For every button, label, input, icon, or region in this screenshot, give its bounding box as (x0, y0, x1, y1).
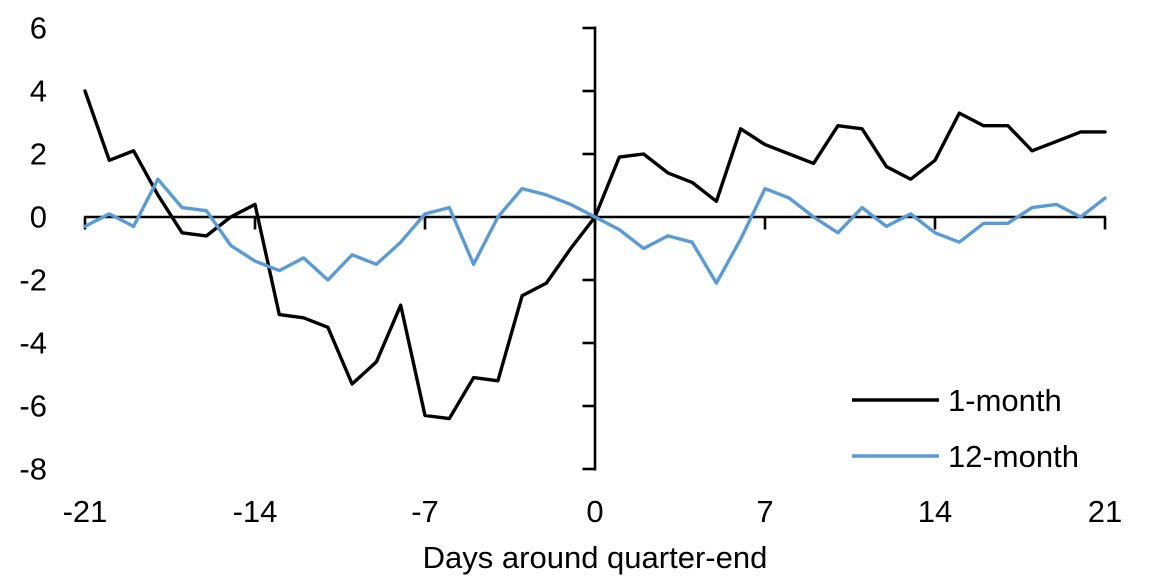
x-tick-label: -14 (233, 494, 278, 529)
y-tick-label: 6 (30, 11, 47, 46)
x-tick-label: 7 (756, 494, 773, 529)
y-tick-label: 4 (30, 74, 47, 109)
x-tick-label: -21 (63, 494, 108, 529)
x-tick-label: 0 (586, 494, 603, 529)
legend-label-12-month: 12-month (948, 439, 1079, 474)
y-tick-label: 0 (30, 200, 47, 235)
x-axis-title: Days around quarter-end (423, 540, 768, 575)
x-tick-label: 21 (1088, 494, 1122, 529)
y-tick-label: -2 (19, 263, 47, 298)
y-tick-label: -6 (19, 389, 47, 424)
legend: 1-month 12-month (852, 383, 1079, 474)
x-tick-label: 14 (918, 494, 952, 529)
y-tick-label: 2 (30, 137, 47, 172)
series-line-12-month (83, 177, 1107, 285)
y-tick-label: -4 (19, 326, 47, 361)
y-tick-label: -8 (19, 452, 47, 487)
x-tick-label: -7 (411, 494, 439, 529)
legend-label-1-month: 1-month (948, 383, 1062, 418)
